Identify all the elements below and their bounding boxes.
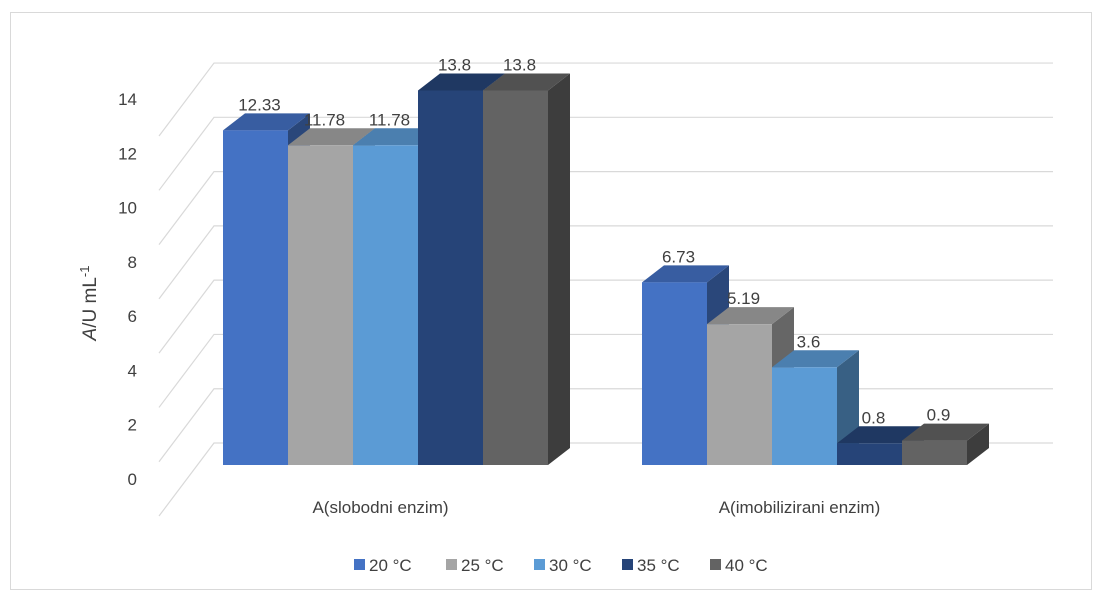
category-label: A(slobodni enzim)	[312, 498, 448, 517]
legend: 20 °C 25 °C 30 °C 35 °C 40 °C	[354, 556, 768, 575]
category-labels: A(slobodni enzim) A(imobilizirani enzim)	[312, 498, 880, 517]
legend-label: 20 °C	[369, 556, 412, 575]
gridline	[158, 62, 1053, 137]
data-label: 0.8	[862, 408, 886, 427]
data-label: 12.33	[238, 95, 281, 114]
gridline	[158, 279, 1053, 354]
y-tick-label: 8	[128, 253, 137, 272]
legend-label: 40 °C	[725, 556, 768, 575]
chart-frame: 0 2 4 6 8 10 12 14 A/U mL-1 12.33 11.78 11.78 13.8…	[10, 12, 1092, 590]
bars	[223, 73, 989, 465]
legend-swatch	[622, 559, 633, 570]
legend-label: 35 °C	[637, 556, 680, 575]
data-label: 11.78	[369, 110, 410, 129]
y-axis-label-exponent: -1	[77, 266, 92, 278]
data-label: 11.78	[304, 110, 345, 129]
bar	[483, 73, 570, 465]
y-axis-label: A/U mL-1	[77, 266, 102, 342]
legend-swatch	[710, 559, 721, 570]
data-label: 13.8	[438, 55, 471, 74]
y-tick-label: 6	[128, 307, 137, 326]
y-axis-ticks: 0 2 4 6 8 10 12 14	[118, 90, 137, 489]
gridline	[158, 225, 1053, 300]
legend-item: 20 °C	[354, 556, 412, 575]
data-labels: 12.33 11.78 11.78 13.8 13.8 6.73 5.19 3.6 0.8 0.9	[238, 55, 950, 427]
gridline	[158, 116, 1053, 191]
category-label: A(imobilizirani enzim)	[719, 498, 881, 517]
data-label: 13.8	[503, 55, 536, 74]
gridline	[158, 171, 1053, 245]
bar-chart: 0 2 4 6 8 10 12 14 A/U mL-1 12.33 11.78 11.78 13.8…	[77, 55, 1053, 575]
legend-item: 25 °C	[446, 556, 504, 575]
y-tick-label: 12	[118, 144, 137, 163]
y-tick-label: 0	[128, 470, 137, 489]
legend-swatch	[446, 559, 457, 570]
y-axis-label-symbol: A	[80, 328, 101, 342]
legend-label: 30 °C	[549, 556, 592, 575]
legend-swatch	[534, 559, 545, 570]
legend-swatch	[354, 559, 365, 570]
gridlines	[158, 62, 1053, 517]
y-tick-label: 14	[118, 90, 137, 109]
legend-label: 25 °C	[461, 556, 504, 575]
data-label: 3.6	[797, 332, 821, 351]
data-label: 5.19	[727, 289, 760, 308]
y-tick-label: 4	[128, 361, 137, 380]
legend-item: 30 °C	[534, 556, 592, 575]
legend-item: 40 °C	[710, 556, 768, 575]
y-tick-label: 10	[118, 199, 137, 218]
legend-item: 35 °C	[622, 556, 680, 575]
data-label: 6.73	[662, 247, 695, 266]
data-label: 0.9	[927, 406, 951, 425]
bar	[418, 73, 505, 465]
y-tick-label: 2	[128, 416, 137, 435]
y-axis-label-unit: /U mL	[80, 277, 101, 328]
bar	[902, 423, 989, 465]
